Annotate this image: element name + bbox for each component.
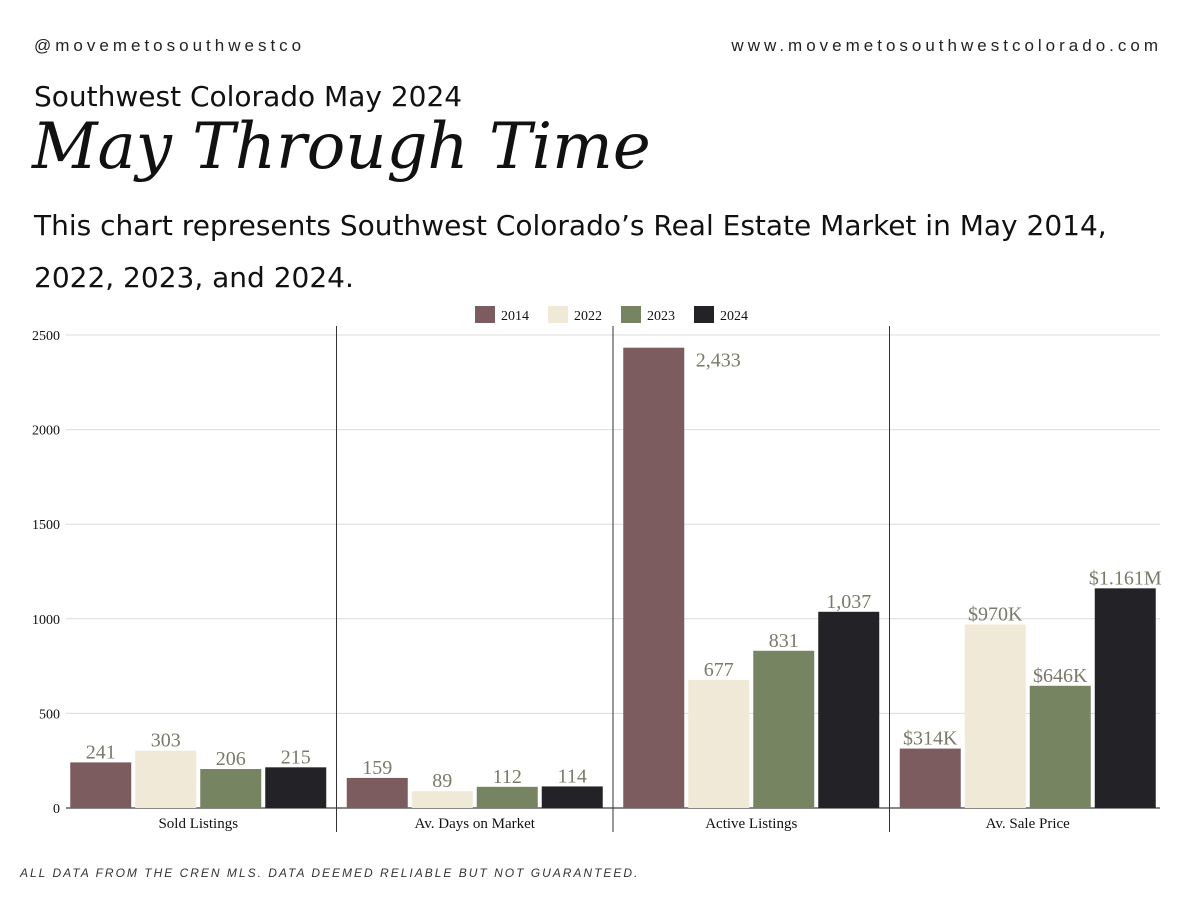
data-label: 831 — [769, 630, 799, 652]
bar-2014 — [346, 777, 408, 808]
bar-2014 — [70, 762, 132, 808]
data-label: 89 — [432, 770, 452, 792]
bar-2023 — [200, 769, 262, 808]
legend-swatch-2023 — [621, 306, 641, 323]
data-label: $314K — [903, 728, 958, 750]
bar-2014 — [899, 748, 961, 808]
bar-2023 — [753, 650, 815, 808]
category-label: Sold Listings — [158, 816, 238, 832]
legend-label: 2024 — [720, 309, 748, 324]
bar-2014 — [623, 347, 685, 808]
y-tick-label: 2500 — [32, 329, 60, 344]
data-label: 677 — [704, 659, 734, 681]
category-label: Active Listings — [705, 816, 797, 832]
bar-2024 — [541, 786, 603, 808]
page-title: May Through Time — [32, 110, 651, 184]
data-label: $646K — [1033, 665, 1088, 687]
bar-2024 — [818, 611, 880, 808]
chart-description: This chart represents Southwest Colorado… — [34, 209, 1107, 294]
bar-2022 — [135, 750, 197, 808]
legend-swatch-2022 — [548, 306, 568, 323]
bar-2022 — [688, 679, 750, 808]
legend-label: 2014 — [501, 309, 529, 324]
data-label: $970K — [968, 603, 1023, 625]
y-tick-label: 0 — [53, 802, 60, 817]
bar-chart: 0 500 1000 1500 2000 2500 241 303 206 215 Sold Lis… — [32, 306, 1162, 832]
data-label: 2,433 — [696, 350, 741, 372]
legend-swatch-2024 — [694, 306, 714, 323]
bar-2023 — [1029, 685, 1091, 808]
data-label: 114 — [558, 765, 587, 787]
legend-swatch-2014 — [475, 306, 495, 323]
bar-2024 — [1094, 588, 1156, 808]
bar-2022 — [411, 791, 473, 808]
data-source-footnote: ALL DATA FROM THE CREN MLS. DATA DEEMED … — [20, 866, 640, 880]
bar-2024 — [265, 767, 327, 808]
y-tick-label: 1500 — [32, 518, 60, 533]
data-label: 206 — [216, 748, 246, 770]
bar-2022 — [964, 624, 1026, 808]
bar-2023 — [476, 786, 538, 808]
data-label: 303 — [151, 730, 181, 752]
category-label: Av. Sale Price — [986, 816, 1070, 832]
website-url[interactable]: www.movemetosouthwestcolorado.com — [731, 36, 1162, 55]
social-handle: @movemetosouthwestco — [34, 36, 306, 55]
category-label: Av. Days on Market — [415, 816, 536, 832]
data-label: $1.161M — [1089, 567, 1162, 589]
y-tick-label: 2000 — [32, 424, 60, 439]
data-label: 112 — [493, 766, 522, 788]
legend-label: 2022 — [574, 309, 602, 324]
data-label: 215 — [281, 746, 311, 768]
y-tick-label: 500 — [39, 707, 60, 722]
data-label: 241 — [86, 741, 116, 763]
data-label: 1,037 — [826, 591, 871, 613]
page-subtitle: Southwest Colorado May 2024 — [34, 80, 463, 113]
y-tick-label: 1000 — [32, 613, 60, 628]
legend-label: 2023 — [647, 309, 675, 324]
data-label: 159 — [362, 757, 392, 779]
